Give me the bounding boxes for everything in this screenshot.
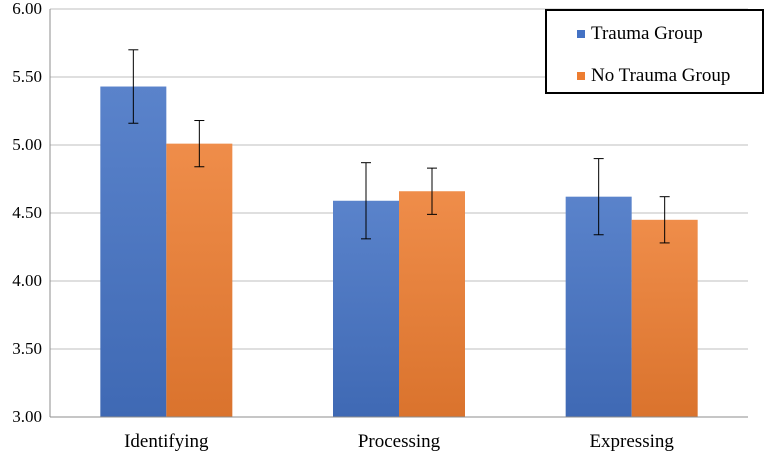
- y-tick-label: 6.00: [12, 0, 42, 18]
- x-tick-label-identifying: Identifying: [124, 431, 209, 452]
- y-tick-label: 4.50: [12, 203, 42, 222]
- bar-trauma-group-identifying: [100, 86, 167, 418]
- error-bar-trauma-group-processing: [361, 162, 371, 240]
- legend-label-trauma-group: Trauma Group: [591, 23, 703, 44]
- error-bar-no-trauma-group-identifying: [194, 120, 205, 168]
- axes: [49, 9, 748, 418]
- y-tick-label: 3.50: [12, 339, 42, 358]
- bar-no-trauma-group-identifying: [166, 143, 233, 417]
- error-bar-no-trauma-group-processing: [427, 167, 437, 215]
- bars: [100, 86, 698, 418]
- error-bar-no-trauma-group-expressing: [659, 196, 670, 244]
- error-bars: [128, 49, 670, 244]
- x-tick-label-expressing: Expressing: [589, 431, 674, 452]
- legend-label-no-trauma-group: No Trauma Group: [591, 65, 731, 86]
- y-tick-label: 4.00: [12, 271, 42, 290]
- y-tick-label: 3.00: [12, 407, 42, 426]
- legend-swatch-no-trauma-group: [577, 72, 585, 80]
- x-tick-label-processing: Processing: [358, 431, 441, 452]
- bar-no-trauma-group-expressing: [631, 219, 698, 417]
- y-tick-label: 5.50: [12, 67, 42, 86]
- error-bar-trauma-group-expressing: [593, 158, 604, 236]
- legend-item-no-trauma-group: No Trauma Group: [577, 65, 730, 87]
- bar-no-trauma-group-processing: [399, 191, 465, 417]
- legend: Trauma Group No Trauma Group: [545, 9, 764, 94]
- y-tick-label: 5.00: [12, 135, 42, 154]
- legend-swatch-trauma-group: [577, 30, 585, 38]
- tick-labels: 3.00 3.50 4.00 4.50 5.00 5.50 6.00 Identifying P…: [12, 0, 674, 452]
- error-bar-trauma-group-identifying: [128, 49, 139, 124]
- legend-item-trauma-group: Trauma Group: [577, 23, 703, 45]
